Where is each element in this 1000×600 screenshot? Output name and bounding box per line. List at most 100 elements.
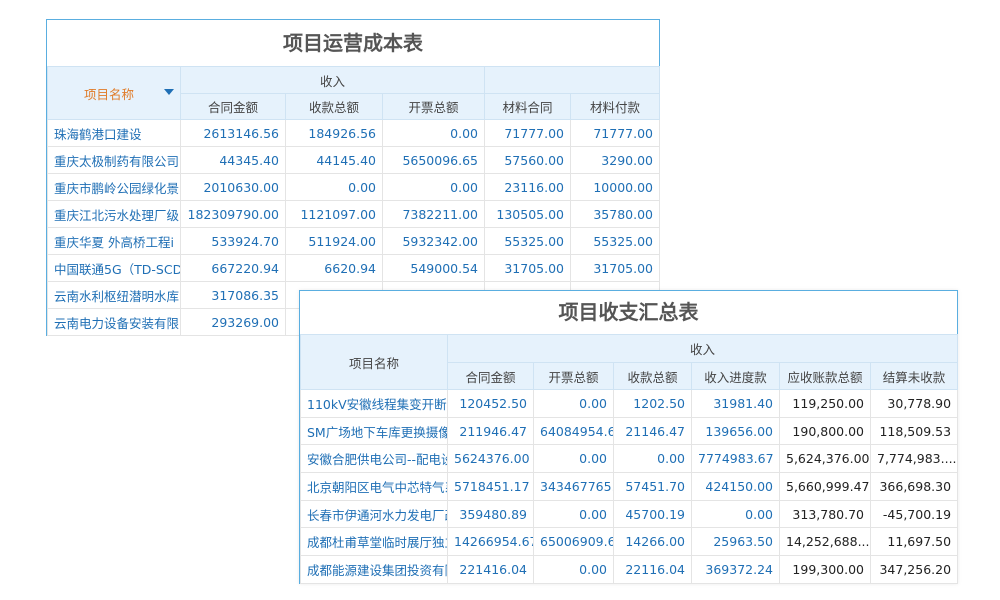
project-name[interactable]: 重庆江北污水处理厂级 xyxy=(47,200,181,228)
amount-cell: 64084954.65 xyxy=(533,416,614,446)
amount-cell: 2613146.56 xyxy=(180,119,286,147)
amount-cell: 120452.50 xyxy=(447,389,534,418)
amount-cell: 0.00 xyxy=(691,499,780,529)
dropdown-arrow[interactable] xyxy=(164,89,174,95)
amount-cell: 31981.40 xyxy=(691,389,780,418)
amount-cell: 71777.00 xyxy=(570,119,660,147)
amount-cell: 5624376.00 xyxy=(447,444,534,474)
data-row: SM广场地下车库更换摄像机211946.4764084954.6521146.4… xyxy=(300,416,959,446)
amount-cell: 1202.50 xyxy=(613,389,692,418)
amount-cell: 44345.40 xyxy=(180,146,286,174)
amount-cell: 1121097.00 xyxy=(285,200,383,228)
project-name[interactable]: 成都杜甫草堂临时展厅独立 xyxy=(300,527,448,557)
amount-cell: 14266.00 xyxy=(613,527,692,557)
header-cell: 合同金额 xyxy=(447,362,534,390)
header-cell: 材料合同 xyxy=(484,93,571,120)
amount-cell: 31705.00 xyxy=(484,254,571,282)
amount-cell: 55325.00 xyxy=(484,227,571,255)
amount-cell: 5932342.00 xyxy=(382,227,485,255)
amount-cell: 139656.00 xyxy=(691,416,780,446)
project-name[interactable]: 北京朝阳区电气中芯特气系 xyxy=(300,472,448,501)
amount-cell: 31705.00 xyxy=(570,254,660,282)
amount-cell: 0.00 xyxy=(613,444,692,474)
amount-cell: 21146.47 xyxy=(613,416,692,446)
header-cell: 收入进度款 xyxy=(691,362,780,390)
header-cell: 收款总额 xyxy=(285,93,383,120)
amount-cell: 22116.04 xyxy=(613,555,692,584)
header-group: 收入 xyxy=(446,334,959,363)
amount-cell: 313,780.70 xyxy=(779,499,871,529)
amount-cell: 44145.40 xyxy=(285,146,383,174)
amount-cell: 424150.00 xyxy=(691,472,780,501)
amount-cell: 45700.19 xyxy=(613,499,692,529)
amount-cell: 71777.00 xyxy=(484,119,571,147)
amount-cell: 533924.70 xyxy=(180,227,286,255)
cost-table-panel: 项目运营成本表 项目名称 收入 合同金额 收款总额 开票总额 材料合同 材料付款 珠海鹤港口建… xyxy=(46,19,660,336)
amount-cell: 359480.89 xyxy=(447,499,534,529)
amount-cell: 2010630.00 xyxy=(180,173,286,201)
amount-cell: 57560.00 xyxy=(484,146,571,174)
amount-cell: 130505.00 xyxy=(484,200,571,228)
project-name[interactable]: 成都能源建设集团投资有限 xyxy=(300,555,448,584)
data-row: 重庆江北污水处理厂级 182309790.00 1121097.00 7382211.… xyxy=(47,200,660,228)
project-name[interactable]: 安徽合肥供电公司--配电设 xyxy=(300,444,448,474)
header-row: 合同金额 收款总额 开票总额 材料合同 材料付款 xyxy=(48,93,660,120)
amount-cell: 182309790.00 xyxy=(180,200,286,228)
header-row: 项目名称 收入 xyxy=(300,334,959,390)
header-group xyxy=(484,66,660,94)
project-name[interactable]: 云南水利枢纽潜明水库 xyxy=(47,281,181,309)
header-cell: 材料付款 xyxy=(570,93,660,120)
amount-cell: 55325.00 xyxy=(570,227,660,255)
amount-cell: 549000.54 xyxy=(382,254,485,282)
amount-cell: 211946.47 xyxy=(447,416,534,446)
amount-cell: 366,698.30 xyxy=(869,472,959,501)
amount-cell: 57451.70 xyxy=(613,472,692,501)
amount-cell: 317086.35 xyxy=(180,281,286,309)
amount-cell: 7,774,983.... xyxy=(869,444,959,474)
data-row: 北京朝阳区电气中芯特气系5718451.17343467765.557451.7… xyxy=(300,472,959,501)
amount-cell: 0.00 xyxy=(285,173,383,201)
project-name[interactable]: 重庆市鹏岭公园绿化景 xyxy=(47,173,181,201)
header-cell: 开票总额 xyxy=(382,93,485,120)
data-row: 重庆市鹏岭公园绿化景 2010630.00 0.00 0.00 23116.00 1000… xyxy=(47,173,660,201)
amount-cell: 14266954.67 xyxy=(447,527,534,557)
data-row: 110kV安徽线程集变开断线 120452.50 0.00 1202.50 31981.… xyxy=(300,389,959,418)
amount-cell: 0.00 xyxy=(533,555,614,584)
amount-cell: 0.00 xyxy=(382,119,485,147)
table-title: 项目运营成本表 xyxy=(283,31,423,55)
data-row: 成都杜甫草堂临时展厅独立14266954.6765006909.6014266.… xyxy=(300,527,959,557)
header-cell: 开票总额 xyxy=(533,362,614,390)
project-name[interactable]: 重庆太极制药有限公司 xyxy=(47,146,181,174)
amount-cell: -45,700.19 xyxy=(869,499,959,529)
header-cell: 合同金额 xyxy=(180,93,286,120)
data-row: 重庆太极制药有限公司 44345.40 44145.40 5650096.65 5756… xyxy=(47,146,660,174)
project-name[interactable]: SM广场地下车库更换摄像机 xyxy=(300,416,448,446)
amount-cell: 343467765.5 xyxy=(533,472,614,501)
header-cell: 应收账款总额 xyxy=(779,362,871,390)
amount-cell: 369372.24 xyxy=(691,555,780,584)
project-name[interactable]: 重庆华夏 外高桥工程i xyxy=(47,227,181,255)
amount-cell: 7774983.67 xyxy=(691,444,780,474)
amount-cell: 190,800.00 xyxy=(779,416,871,446)
project-name[interactable]: 110kV安徽线程集变开断线 xyxy=(300,389,448,418)
data-table: 项目名称 收入 合同金额 开票总额 收款总额 收入进度款 应收账款总额 结算未收款 110kV安… xyxy=(300,334,959,584)
amount-cell: 5650096.65 xyxy=(382,146,485,174)
amount-cell: 667220.94 xyxy=(180,254,286,282)
project-name[interactable]: 长春市伊通河水力发电厂改 xyxy=(300,499,448,529)
amount-cell: 0.00 xyxy=(533,444,614,474)
project-name[interactable]: 珠海鹤港口建设 xyxy=(47,119,181,147)
amount-cell: 10000.00 xyxy=(570,173,660,201)
summary-table-panel: 项目收支汇总表 项目名称 收入 合同金额 开票总额 收款总额 收入进度款 应收账款总额 结算未… xyxy=(299,290,959,584)
project-name[interactable]: 云南电力设备安装有限 xyxy=(47,308,181,336)
project-name[interactable]: 中国联通5G（TD-SCD xyxy=(47,254,181,282)
amount-cell: 119,250.00 xyxy=(779,389,871,418)
data-row: 长春市伊通河水力发电厂改 359480.89 0.00 45700.19 0.00 313… xyxy=(300,499,959,529)
amount-cell: 6620.94 xyxy=(285,254,383,282)
header-cell: 项目名称 xyxy=(47,66,181,120)
amount-cell: 184926.56 xyxy=(285,119,383,147)
amount-cell: 35780.00 xyxy=(570,200,660,228)
amount-cell: 11,697.50 xyxy=(869,527,959,557)
header-cell: 项目名称 xyxy=(300,334,448,390)
amount-cell: 7382211.00 xyxy=(382,200,485,228)
